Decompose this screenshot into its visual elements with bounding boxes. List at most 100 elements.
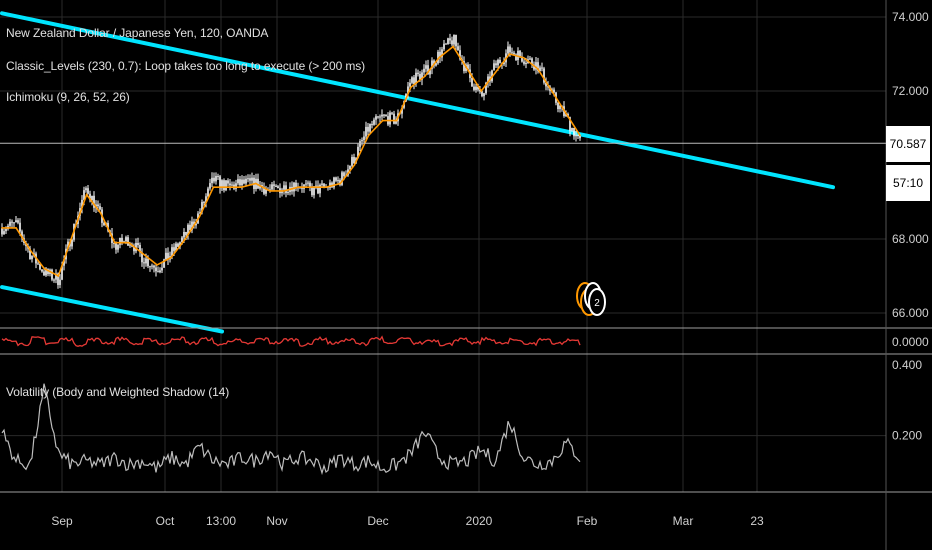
candle-body <box>559 105 561 110</box>
ichimoku-point <box>424 75 426 77</box>
candle-body <box>179 242 181 247</box>
candle-body <box>43 271 45 276</box>
trendline-1 <box>0 11 835 190</box>
candle-body <box>225 180 227 191</box>
candle-body <box>117 244 119 250</box>
ichimoku-point <box>170 256 172 259</box>
level-badge-ring <box>588 288 606 316</box>
bar-countdown-tag: 57:10 <box>886 165 930 201</box>
candle-body <box>507 46 509 54</box>
candle-body <box>483 93 485 97</box>
candle-body <box>521 56 523 62</box>
candle-body <box>229 183 231 186</box>
ichimoku-point <box>198 216 201 218</box>
candle-body <box>543 68 545 83</box>
oscillator-pane <box>1 335 581 347</box>
candle-body <box>175 243 177 251</box>
indicator-ichimoku[interactable]: Ichimoku (9, 26, 52, 26) <box>6 90 130 104</box>
candle-body <box>395 121 397 124</box>
candle-body <box>159 270 161 273</box>
ichimoku-point <box>311 186 313 188</box>
candle-body <box>263 187 265 194</box>
ichimoku-point <box>113 241 116 244</box>
indicator-classic-levels[interactable]: Classic_Levels (230, 0.7): Loop takes to… <box>6 59 366 73</box>
candle-body <box>435 63 437 66</box>
candle-body <box>525 63 527 65</box>
y-tick-label: 0.200 <box>892 429 922 443</box>
candle-body <box>275 185 277 187</box>
candle-body <box>341 172 343 185</box>
candle-body <box>161 267 163 271</box>
candle-body <box>277 186 279 189</box>
candle-body <box>553 89 555 93</box>
ichimoku-point <box>339 182 342 185</box>
candle-body <box>373 119 375 125</box>
ichimoku-point <box>1 227 3 229</box>
candle-body <box>363 136 365 141</box>
ichimoku-point <box>551 90 553 92</box>
tick-labels: 74.000 72.000 68.000 66.000 0.0000 0.400 0.200… <box>51 10 929 528</box>
ichimoku-point <box>43 267 46 270</box>
candle-body <box>409 82 411 87</box>
x-tick-label: 2020 <box>466 514 493 528</box>
trendlines[interactable] <box>0 11 835 334</box>
candle-body <box>375 116 377 120</box>
ichimoku-point <box>184 238 187 240</box>
candle-body <box>241 179 243 186</box>
ichimoku-point <box>325 186 328 188</box>
candle-body <box>217 175 219 177</box>
candle-body <box>367 126 369 132</box>
candle-body <box>81 199 83 209</box>
ichimoku-series <box>2 45 581 278</box>
candle-body <box>29 248 31 260</box>
candle-body <box>157 271 159 273</box>
symbol-title[interactable]: New Zealand Dollar / Japanese Yen, 120, … <box>6 26 269 40</box>
candle-body <box>259 184 261 189</box>
ichimoku-point <box>494 71 497 74</box>
candle-body <box>449 38 451 41</box>
candle-body <box>427 65 429 75</box>
candle-body <box>103 222 105 226</box>
candle-body <box>509 46 511 53</box>
ichimoku-point <box>410 86 412 89</box>
candle-body <box>193 221 195 226</box>
indicator-volatility[interactable]: Volatility (Body and Weighted Shadow (14… <box>6 385 230 399</box>
x-tick-label: Mar <box>673 514 694 528</box>
ichimoku-point <box>212 186 215 188</box>
candle-body <box>535 62 537 70</box>
candle-body <box>37 263 39 265</box>
candle-body <box>453 34 455 45</box>
candle-body <box>457 46 459 51</box>
candle-body <box>365 126 367 137</box>
candle-body <box>407 86 409 94</box>
candle-body <box>537 62 539 72</box>
candle-body <box>459 50 461 60</box>
candle-body <box>231 184 233 186</box>
candle-body <box>203 202 205 204</box>
level-badge-label: 2 <box>594 298 600 309</box>
ichimoku-point <box>226 186 229 188</box>
candle-body <box>125 237 127 242</box>
candle-body <box>477 86 479 90</box>
candle-body <box>389 112 391 125</box>
candle-body <box>545 82 547 87</box>
candle-body <box>239 179 241 186</box>
ichimoku-point <box>57 275 60 277</box>
candle-body <box>419 73 421 80</box>
ichimoku-line <box>1 45 581 278</box>
candle-body <box>529 58 531 60</box>
candle-body <box>313 186 315 196</box>
candle-body <box>163 259 165 268</box>
candle-body <box>149 266 151 268</box>
candle-body <box>219 176 221 189</box>
candle-body <box>439 51 441 58</box>
candle-body <box>441 49 443 58</box>
candle-body <box>187 224 189 235</box>
candle-body <box>199 212 201 214</box>
oscillator-series <box>1 335 581 347</box>
candle-body <box>307 182 309 184</box>
candle-body <box>381 114 383 117</box>
level-annotations[interactable]: 1212 <box>576 282 606 316</box>
